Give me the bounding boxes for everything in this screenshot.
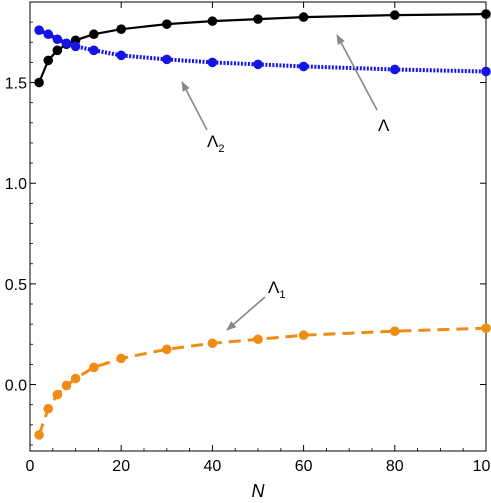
data-point (207, 338, 218, 349)
data-point (61, 380, 72, 391)
data-point (390, 10, 400, 20)
data-point (34, 430, 44, 440)
data-point (34, 25, 44, 35)
x-tick-label: 60 (295, 458, 313, 475)
series-layer (34, 9, 491, 440)
annotation-layer: Λ Λ2 Λ1 (181, 34, 390, 331)
data-point (207, 16, 218, 26)
data-point (162, 344, 172, 355)
annotation-label-lambda1: Λ1 (268, 278, 285, 301)
data-point (481, 66, 491, 77)
annotation-label-lambda: Λ (378, 116, 390, 135)
data-point (52, 45, 63, 56)
data-point (390, 326, 400, 336)
y-tick-label: 0.5 (5, 277, 27, 294)
y-tick-label: 0.0 (5, 378, 27, 395)
data-point (390, 64, 400, 75)
data-point (89, 29, 99, 40)
data-point (116, 50, 126, 61)
data-point (481, 9, 491, 19)
data-point (52, 389, 63, 400)
data-point (253, 14, 263, 24)
x-tick-label: 100 (473, 458, 491, 475)
x-tick-label: 40 (204, 458, 222, 475)
data-point (481, 323, 491, 333)
x-tick-label: 80 (386, 458, 404, 475)
series-line-0 (38, 13, 487, 83)
data-point (61, 38, 72, 49)
x-axis-label: N (252, 481, 266, 501)
data-point (34, 77, 44, 88)
data-point (162, 19, 172, 29)
data-point (253, 334, 263, 345)
y-tick-label: 1.0 (5, 176, 27, 193)
annotation-label-lambda2: Λ2 (207, 132, 224, 155)
y-tick-label: 1.5 (5, 76, 27, 93)
x-tick-label: 0 (26, 458, 35, 475)
data-point (298, 330, 309, 341)
data-point (89, 362, 99, 373)
series-line-2 (37, 326, 487, 436)
data-point (52, 34, 63, 45)
axes: 0 20 40 60 80 100 0.0 0.5 1.0 1.5 (5, 2, 491, 475)
data-point (207, 57, 218, 68)
data-point (43, 29, 54, 40)
data-point (298, 61, 309, 72)
data-point (70, 41, 81, 52)
x-tick-label: 20 (112, 458, 130, 475)
data-point (43, 55, 54, 66)
data-point (43, 403, 54, 414)
data-point (70, 373, 81, 384)
data-point (116, 24, 126, 34)
data-point (89, 45, 99, 56)
annotation-arrow-lambda2 (181, 81, 208, 131)
data-point (116, 353, 126, 364)
annotation-arrow-lambda (336, 34, 378, 111)
data-point (162, 54, 172, 65)
annotation-arrow-lambda1 (226, 296, 266, 331)
data-point (298, 12, 309, 22)
data-point (253, 59, 263, 70)
